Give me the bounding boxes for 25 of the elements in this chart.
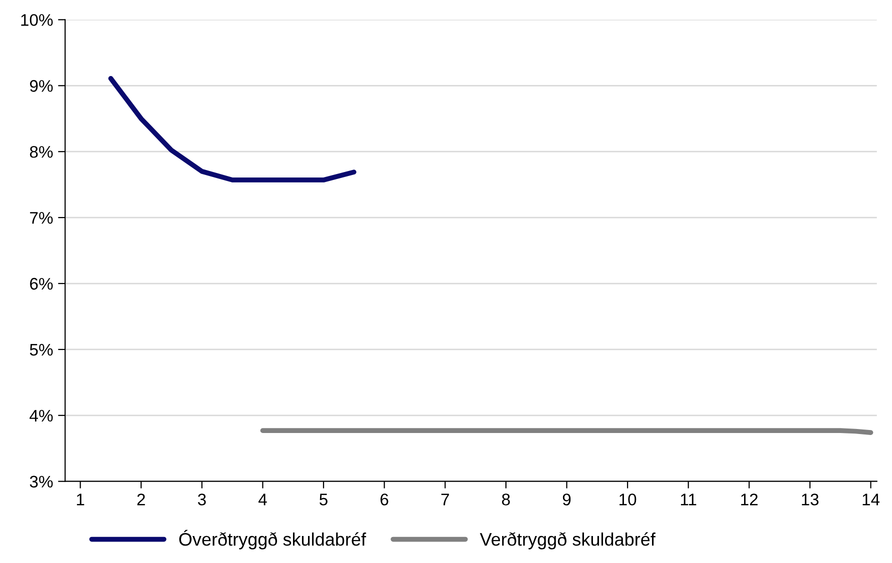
legend-label: Verðtryggð skuldabréf xyxy=(480,532,656,550)
x-tick-label: 14 xyxy=(862,494,880,506)
x-tick-label: 10 xyxy=(620,494,636,506)
x-tick-label: 6 xyxy=(380,494,388,506)
x-tick-label: 8 xyxy=(502,494,510,506)
y-tick-label: 3% xyxy=(30,476,53,488)
y-tick-label: 8% xyxy=(30,146,53,158)
line-series xyxy=(108,76,356,182)
x-tick-label: 4 xyxy=(258,494,267,506)
y-tick-label: 4% xyxy=(30,410,53,422)
legend-label: Óverðtryggð skuldabréf xyxy=(179,530,366,550)
x-tick-label: 12 xyxy=(741,494,758,506)
x-tick-label: 9 xyxy=(562,494,571,506)
y-tick-label: 10% xyxy=(21,14,53,26)
x-tick-label: 1 xyxy=(76,494,84,506)
x-tick-label: 11 xyxy=(680,494,696,506)
x-tick-label: 7 xyxy=(441,494,449,506)
y-tick-label: 9% xyxy=(30,80,53,92)
y-tick-label: 7% xyxy=(30,212,53,224)
x-tick-label: 5 xyxy=(320,494,328,506)
x-tick-label: 13 xyxy=(802,494,818,506)
y-tick-label: 5% xyxy=(30,344,53,356)
x-tick-label: 3 xyxy=(198,494,206,506)
y-tick-label: 6% xyxy=(30,278,53,290)
x-tick-label: 2 xyxy=(137,494,145,506)
